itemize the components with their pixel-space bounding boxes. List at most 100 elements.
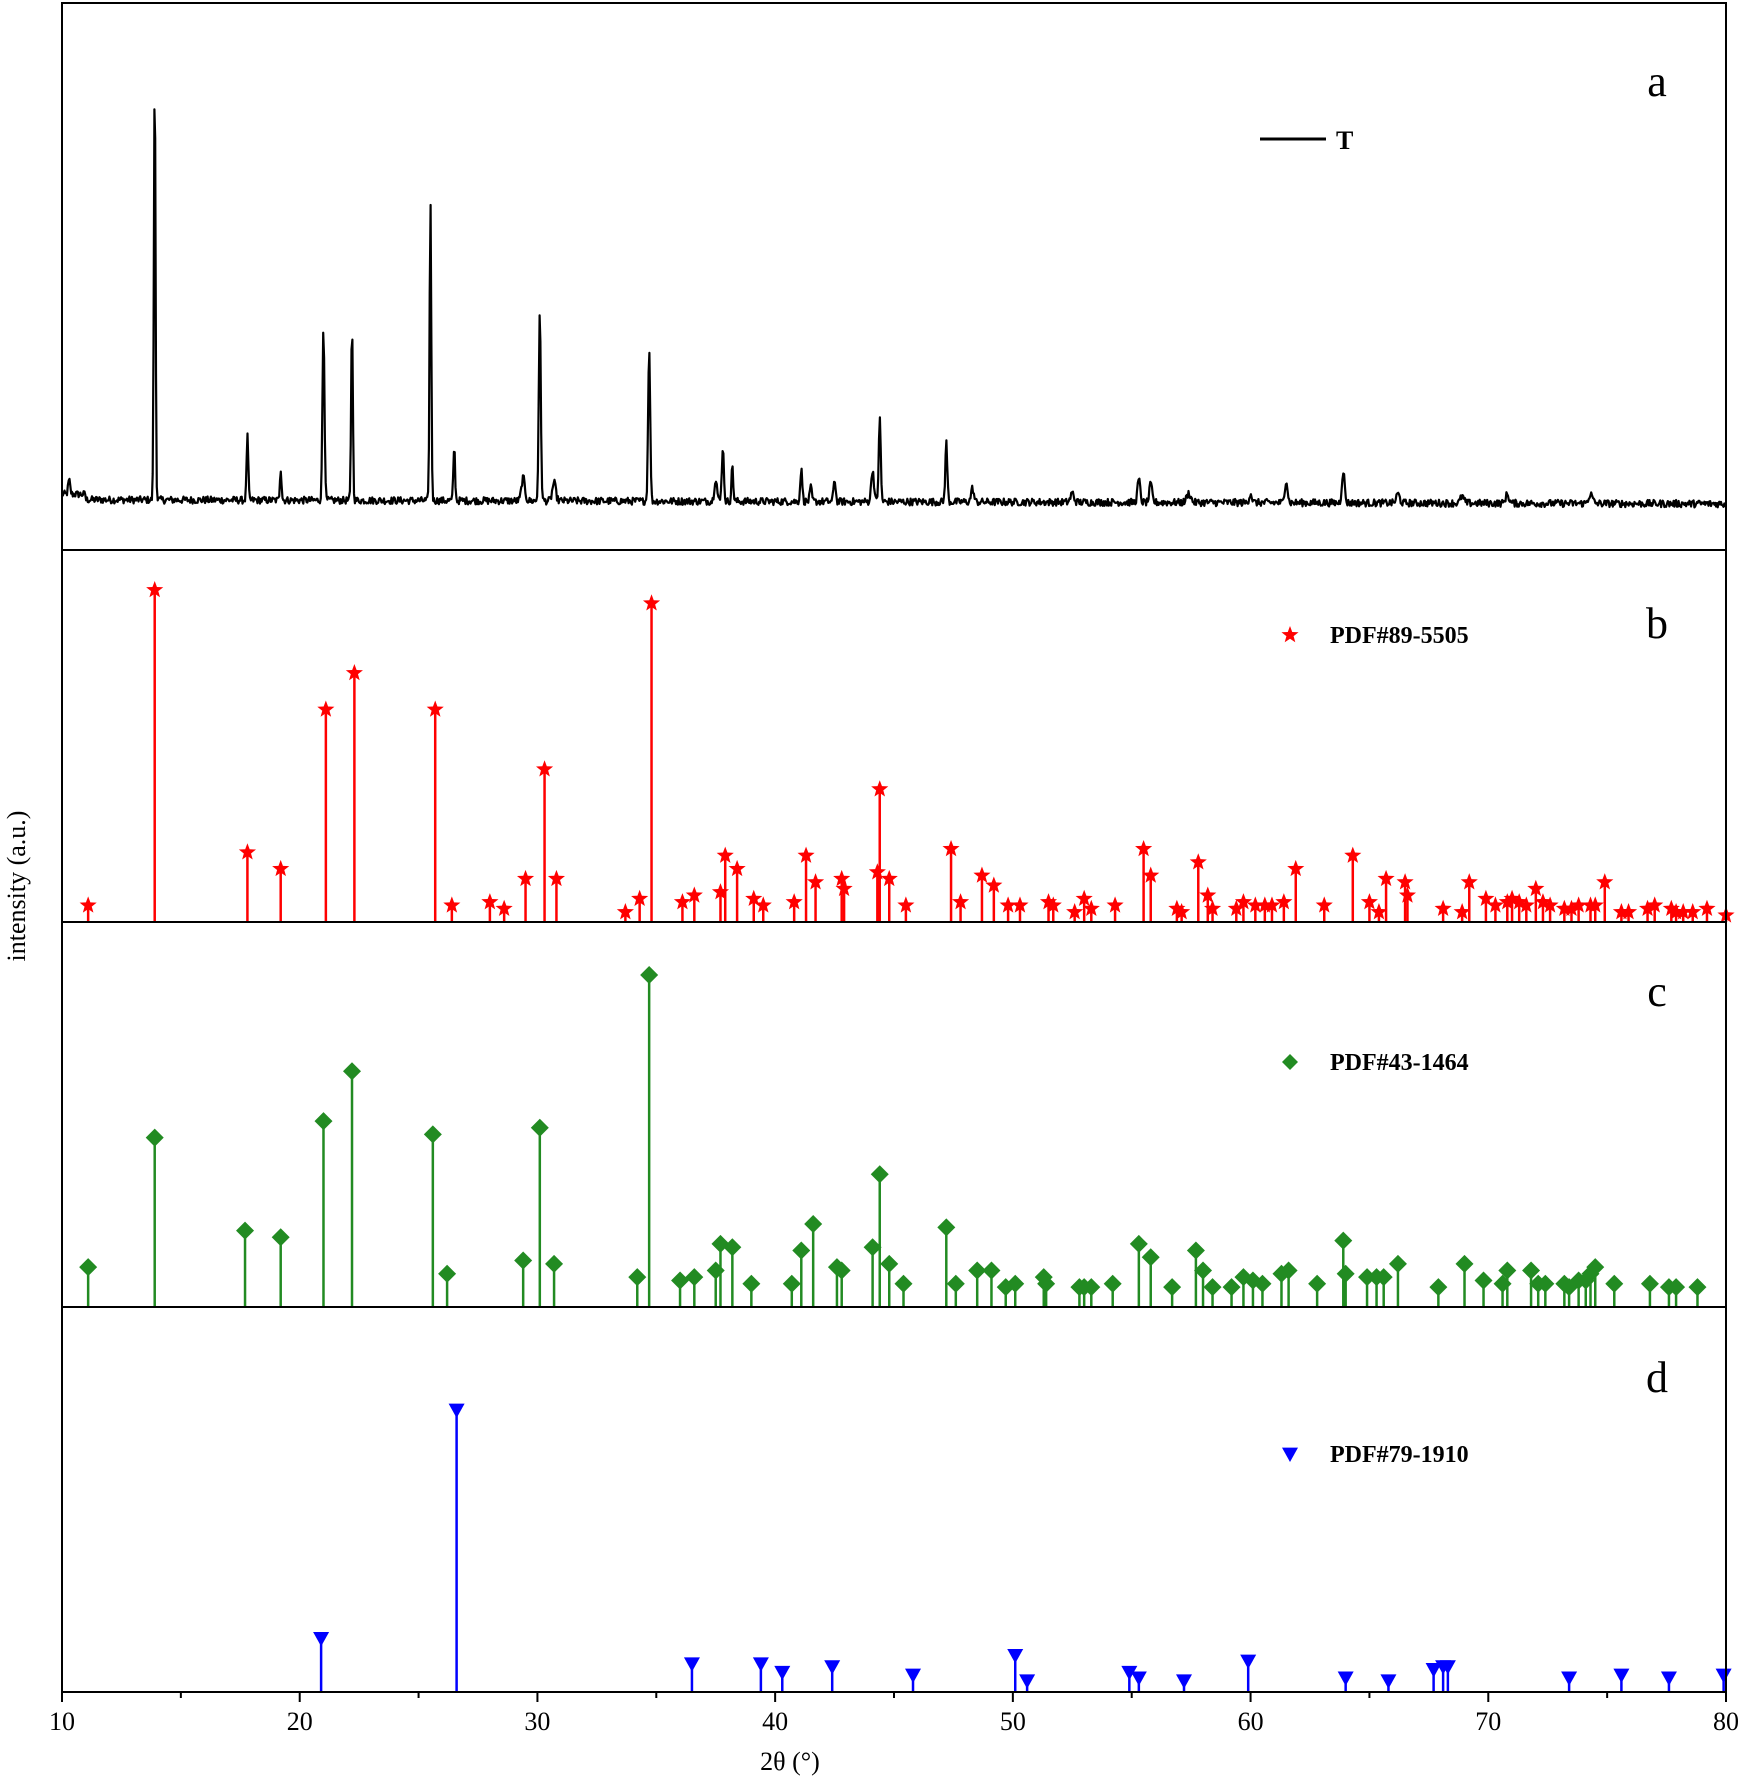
legend-text-a: T — [1336, 126, 1353, 155]
marker-b — [1360, 893, 1378, 910]
marker-b — [1646, 896, 1664, 913]
marker-b — [806, 873, 825, 890]
marker-c — [145, 1128, 164, 1147]
marker-b — [1370, 903, 1388, 920]
marker-c — [314, 1112, 333, 1131]
marker-b — [1477, 889, 1495, 907]
marker-c — [1455, 1254, 1474, 1273]
marker-c — [1103, 1274, 1122, 1293]
marker-c — [1129, 1234, 1148, 1253]
marker-c — [1082, 1278, 1101, 1297]
marker-c — [236, 1221, 255, 1240]
marker-c — [530, 1118, 549, 1137]
panel-frame-c — [61, 921, 1727, 1308]
marker-b — [1555, 899, 1573, 916]
marker-b — [1066, 903, 1084, 920]
x-tick-label: 20 — [287, 1707, 313, 1736]
marker-c — [1222, 1278, 1241, 1297]
marker-b — [1684, 903, 1702, 920]
marker-b — [642, 594, 661, 611]
marker-b — [1398, 886, 1417, 903]
marker-c — [1186, 1241, 1205, 1260]
marker-b — [673, 893, 691, 910]
marker-b — [317, 700, 335, 717]
marker-d — [1613, 1668, 1630, 1684]
marker-c — [863, 1238, 882, 1257]
marker-b — [1263, 896, 1281, 913]
marker-d — [1337, 1671, 1354, 1686]
marker-c — [1474, 1271, 1493, 1290]
y-axis-label: intensity (a.u.) — [2, 811, 31, 962]
marker-b — [1075, 889, 1093, 907]
marker-c — [742, 1274, 761, 1293]
marker-b — [1453, 903, 1471, 920]
marker-c — [894, 1274, 913, 1293]
marker-c — [640, 966, 659, 984]
marker-b — [745, 889, 763, 907]
marker-b — [1638, 899, 1657, 916]
marker-b — [1275, 893, 1293, 910]
marker-d — [774, 1665, 791, 1681]
marker-b — [1527, 879, 1545, 897]
marker-b — [1503, 889, 1521, 907]
marker-c — [1429, 1278, 1448, 1297]
marker-b — [1498, 893, 1516, 910]
marker-c — [1279, 1261, 1298, 1280]
marker-b — [1510, 893, 1528, 910]
marker-c — [792, 1241, 811, 1260]
marker-d — [905, 1668, 922, 1684]
marker-b — [1396, 873, 1414, 890]
marker-c — [723, 1238, 742, 1257]
marker-b — [516, 869, 535, 887]
marker-b — [728, 859, 746, 877]
marker-b — [1246, 896, 1264, 913]
marker-d — [683, 1657, 700, 1672]
marker-b — [1619, 903, 1638, 920]
marker-b — [146, 581, 164, 598]
marker-b — [785, 893, 803, 910]
plot-area: a Tb PDF#89-5505 c PDF#43-1464 d PDF#79-1910 — [60, 2, 1735, 1693]
marker-b — [1011, 896, 1029, 913]
x-tick-label: 50 — [1000, 1707, 1026, 1736]
marker-d — [1240, 1654, 1257, 1669]
marker-c — [1374, 1268, 1393, 1287]
marker-c — [1498, 1261, 1517, 1280]
marker-c — [880, 1254, 899, 1273]
marker-b — [1106, 896, 1124, 913]
marker-c — [1536, 1274, 1555, 1293]
marker-c — [438, 1264, 457, 1283]
panel-label-c: c — [1647, 967, 1667, 1016]
marker-c — [968, 1261, 987, 1280]
marker-c — [1037, 1274, 1056, 1293]
marker-b — [1698, 899, 1716, 916]
marker-b — [1460, 873, 1478, 890]
marker-c — [685, 1268, 704, 1287]
marker-d — [1176, 1674, 1193, 1689]
marker-c — [1308, 1274, 1327, 1293]
marker-b — [1596, 873, 1614, 890]
marker-d — [1439, 1660, 1456, 1675]
marker-b — [1168, 899, 1186, 916]
marker-c — [946, 1274, 965, 1293]
marker-c — [1141, 1248, 1160, 1267]
legend-marker-b — [1281, 626, 1299, 643]
marker-c — [628, 1268, 647, 1287]
marker-d — [1121, 1665, 1138, 1681]
marker-c — [1253, 1274, 1272, 1293]
marker-c — [1640, 1274, 1659, 1293]
x-tick-label: 80 — [1713, 1707, 1739, 1736]
marker-d — [1380, 1674, 1397, 1689]
marker-b — [1199, 886, 1217, 903]
marker-b — [868, 863, 886, 880]
marker-b — [797, 846, 815, 863]
marker-b — [952, 893, 970, 910]
marker-b — [1173, 903, 1191, 920]
marker-b — [631, 889, 649, 907]
marker-c — [671, 1271, 690, 1290]
marker-c — [1605, 1274, 1624, 1293]
legend-marker-c — [1282, 1054, 1298, 1070]
marker-c — [79, 1258, 98, 1277]
marker-b — [1039, 893, 1058, 910]
marker-c — [982, 1261, 1001, 1280]
x-tick-label: 40 — [762, 1707, 788, 1736]
